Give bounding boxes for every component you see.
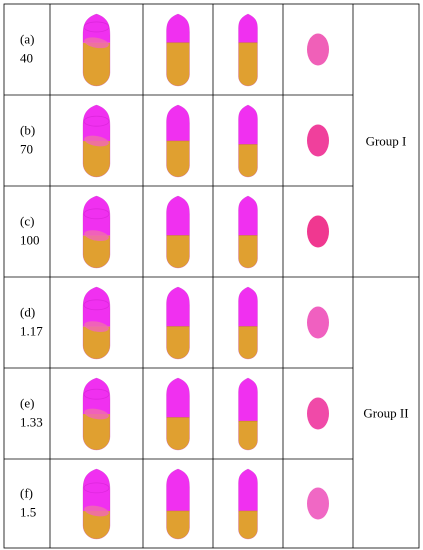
drop-shape	[83, 105, 110, 177]
cross-section-dot	[307, 215, 329, 248]
cross-section-dot	[307, 487, 329, 520]
group-label: Group I	[366, 134, 407, 149]
drop-shape	[238, 469, 258, 539]
row-5: (e) 1.33	[20, 377, 329, 451]
drop-shape	[83, 14, 110, 86]
row-3: (c) 100	[20, 195, 329, 269]
drop-shape	[83, 196, 110, 268]
drop-shape	[83, 287, 110, 359]
drop-shape	[166, 378, 190, 450]
drop-shape	[238, 378, 258, 450]
row-2: (b) 70	[20, 104, 329, 178]
drop-shape	[238, 14, 258, 86]
drop-shape	[166, 105, 190, 177]
drop-shape	[238, 287, 258, 359]
row-value: 70	[20, 142, 33, 157]
row-value: 1.5	[20, 505, 36, 520]
group-label: Group II	[363, 406, 408, 421]
drop-shape	[83, 378, 110, 450]
drop-shape	[166, 196, 190, 268]
row-letter: (e)	[20, 396, 34, 411]
drop-shape	[238, 196, 258, 268]
row-value: 100	[20, 233, 40, 248]
row-value: 1.17	[20, 324, 43, 339]
row-letter: (a)	[20, 32, 34, 47]
drop-shape	[238, 105, 258, 177]
row-letter: (b)	[20, 123, 35, 138]
cross-section-dot	[307, 124, 329, 157]
row-4: (d) 1.17	[20, 286, 329, 360]
drop-shape	[83, 469, 110, 539]
row-value: 1.33	[20, 415, 43, 430]
row-letter: (d)	[20, 305, 35, 320]
row-value: 40	[20, 51, 33, 66]
drop-shape	[166, 469, 190, 539]
cross-section-dot	[307, 306, 329, 339]
row-1: (a) 40	[20, 13, 329, 87]
table-grid	[3, 3, 420, 549]
drop-shape	[166, 14, 190, 86]
cross-section-dot	[307, 397, 329, 430]
row-letter: (f)	[20, 486, 33, 501]
row-6: (f) 1.5	[20, 468, 329, 540]
drop-shape	[166, 287, 190, 359]
row-letter: (c)	[20, 214, 34, 229]
cross-section-dot	[307, 33, 329, 66]
